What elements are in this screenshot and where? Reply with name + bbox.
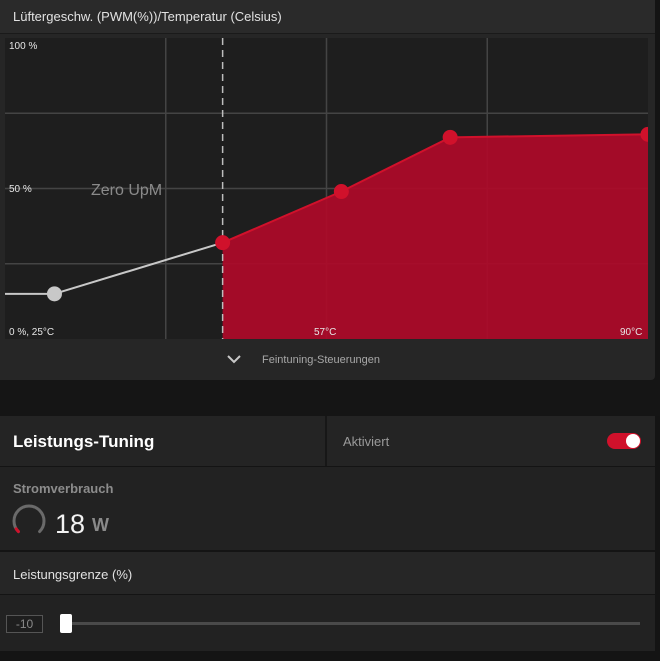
- power-consumption-label: Stromverbrauch: [13, 481, 114, 496]
- axis-origin-label: 0 %, 25°C: [9, 327, 54, 338]
- power-gauge-icon: [12, 504, 46, 534]
- power-limit-slider-row: -10: [0, 595, 655, 651]
- power-consumption-value: 18: [55, 509, 86, 539]
- performance-tuning-title: Leistungs-Tuning: [13, 432, 155, 451]
- fan-curve-point-5[interactable]: [640, 126, 649, 142]
- fan-curve-point-2[interactable]: [215, 235, 231, 251]
- fan-curve-inactive-segment: [54, 241, 223, 295]
- fine-tuning-toggle[interactable]: Feintuning-Steuerungen: [0, 340, 655, 380]
- x-axis-label-mid: 57°C: [314, 327, 336, 338]
- y-axis-label-mid: 50 %: [9, 184, 32, 195]
- power-limit-slider-track[interactable]: [66, 622, 640, 625]
- performance-tuning-toggle[interactable]: [607, 433, 641, 449]
- toggle-knob[interactable]: [626, 434, 640, 448]
- power-consumption-unit: W: [92, 515, 109, 535]
- fan-curve-active-area: [222, 134, 648, 339]
- fan-curve-panel: Lüftergeschw. (PWM(%))/Temperatur (Celsi…: [0, 0, 655, 380]
- performance-tuning-header: Leistungs-Tuning Aktiviert: [0, 416, 655, 466]
- section-spacer: [0, 380, 660, 416]
- fan-curve-point-4[interactable]: [442, 129, 458, 145]
- power-limit-header: Leistungsgrenze (%): [0, 552, 655, 594]
- power-limit-slider-thumb[interactable]: [60, 614, 72, 633]
- fan-curve-title: Lüftergeschw. (PWM(%))/Temperatur (Celsi…: [13, 9, 282, 24]
- y-axis-label-top: 100 %: [9, 41, 37, 52]
- zero-rpm-label: Zero UpM: [91, 182, 162, 199]
- fan-curve-point-3[interactable]: [333, 184, 349, 200]
- chevron-down-icon[interactable]: [226, 352, 242, 366]
- fine-tuning-label[interactable]: Feintuning-Steuerungen: [262, 354, 381, 366]
- x-axis-label-max: 90°C: [620, 327, 642, 338]
- fan-curve-header: Lüftergeschw. (PWM(%))/Temperatur (Celsi…: [0, 0, 655, 34]
- fan-curve-point-1[interactable]: [46, 286, 62, 302]
- power-limit-value-box[interactable]: -10: [6, 615, 43, 633]
- fan-curve-chart[interactable]: 100 % 50 % 0 %, 25°C 57°C 90°C Zero UpM: [5, 38, 648, 339]
- fan-curve-svg[interactable]: 100 % 50 % 0 %, 25°C 57°C 90°C Zero UpM: [5, 38, 648, 339]
- power-consumption-card: Stromverbrauch 18 W: [0, 467, 655, 550]
- fan-curve-active-line: [222, 133, 648, 244]
- header-divider: [325, 416, 327, 466]
- performance-status-label: Aktiviert: [343, 434, 390, 449]
- power-limit-label: Leistungsgrenze (%): [13, 567, 133, 582]
